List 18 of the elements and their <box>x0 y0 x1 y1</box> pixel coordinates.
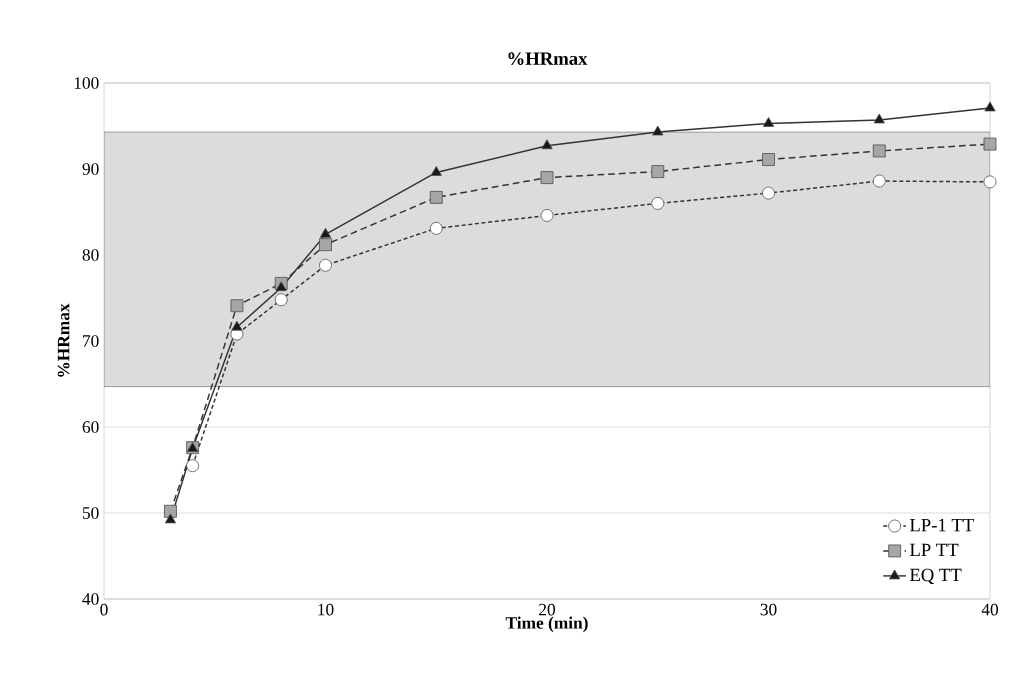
x-tick-label: 0 <box>100 603 108 616</box>
y-axis-title: %HRmax <box>57 303 70 377</box>
y-tick-label: 80 <box>82 249 99 261</box>
x-tick-label: 20 <box>539 603 556 616</box>
y-tick-label: 100 <box>74 77 99 89</box>
chart-title: %HRmax <box>508 52 588 65</box>
legend-label: LP TT <box>909 543 959 557</box>
x-axis-title: Time (min) <box>505 616 588 633</box>
y-tick-label: 40 <box>82 593 99 605</box>
legend-label: EQ TT <box>909 568 962 585</box>
y-tick-label: 50 <box>82 507 99 519</box>
x-tick-label: 10 <box>318 603 334 616</box>
y-tick-label: 60 <box>82 421 99 433</box>
x-tick-label: 30 <box>760 603 777 616</box>
x-tick-label: 40 <box>981 603 999 616</box>
y-tick-label: 70 <box>83 335 99 347</box>
y-tick-label: 90 <box>82 163 99 175</box>
legend-label: LP-1 TT <box>909 518 974 532</box>
